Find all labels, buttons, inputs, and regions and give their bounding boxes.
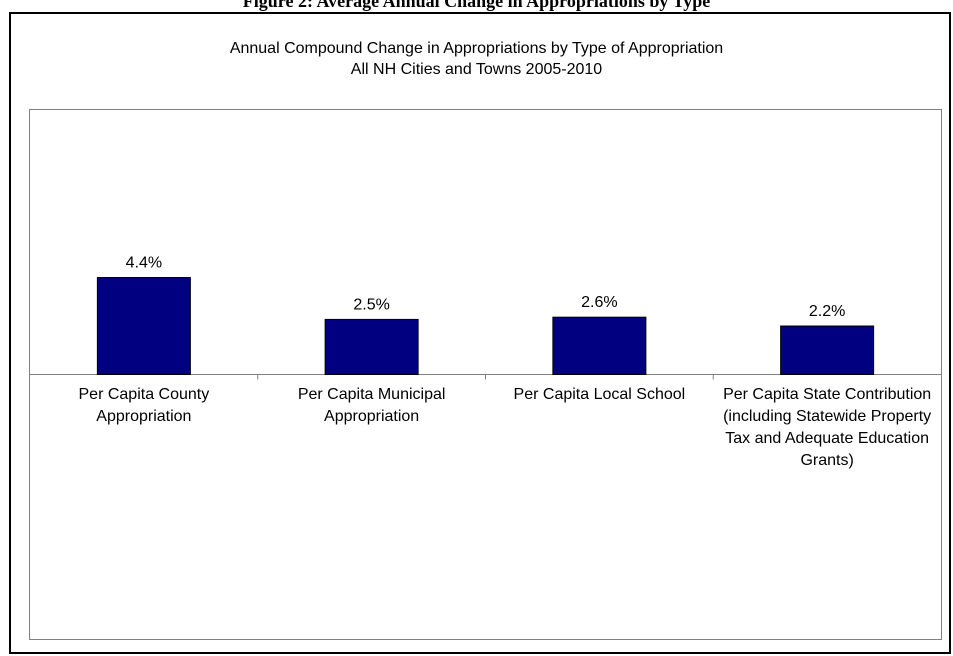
category-label: Per Capita State Contribution (including… bbox=[723, 386, 932, 469]
category-label: Per Capita Local School bbox=[513, 386, 686, 403]
category-label: Per Capita County Appropriation bbox=[78, 386, 210, 425]
page-heading: Figure 2: Average Annual Change in Appro… bbox=[242, 0, 711, 11]
chart-title: Annual Compound Change in Appropriations… bbox=[0, 38, 953, 80]
chart-subtitle-line: All NH Cities and Towns 2005-2010 bbox=[350, 61, 603, 78]
bar bbox=[96, 277, 191, 375]
category-label: Per Capita Municipal Appropriation bbox=[297, 386, 446, 425]
data-label: 2.2% bbox=[809, 303, 845, 320]
bar bbox=[324, 318, 419, 376]
data-label: 2.5% bbox=[353, 296, 389, 313]
chart-title-line: Annual Compound Change in Appropriations… bbox=[229, 40, 724, 57]
bar bbox=[780, 325, 875, 375]
bar bbox=[552, 316, 647, 376]
data-label: 2.6% bbox=[581, 294, 617, 311]
data-label: 4.4% bbox=[126, 255, 162, 272]
